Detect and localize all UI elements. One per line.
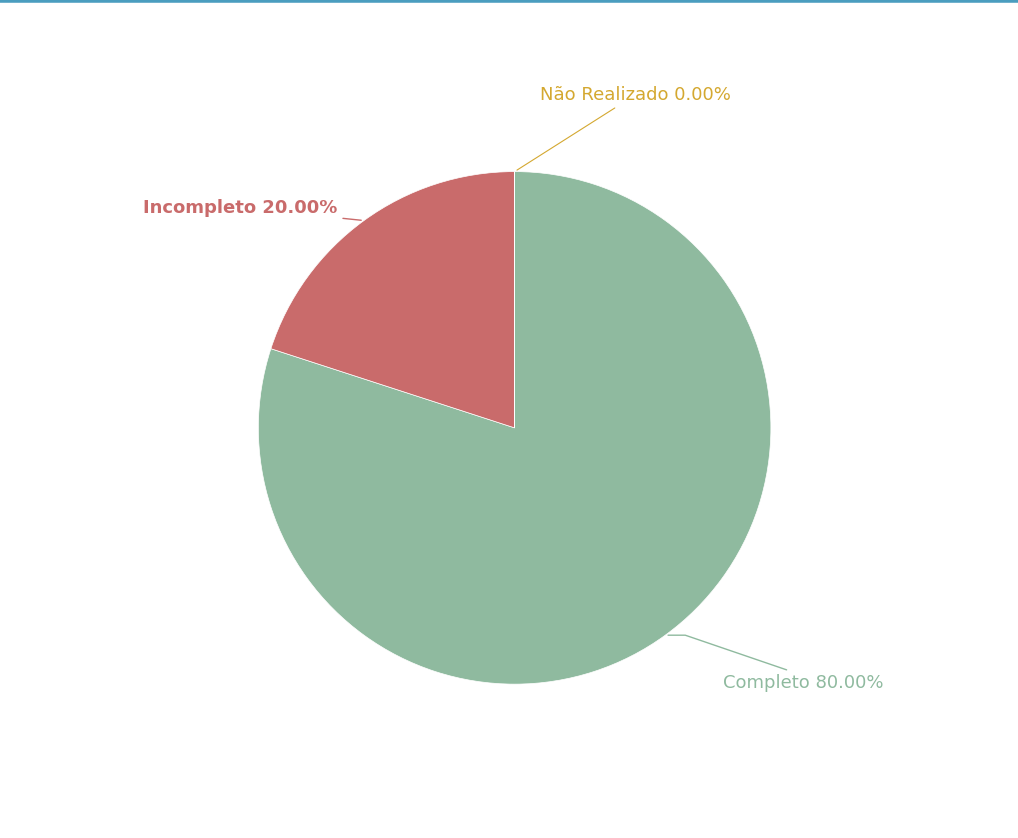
Text: Completo 80.00%: Completo 80.00%: [668, 635, 884, 691]
Text: Incompleto 20.00%: Incompleto 20.00%: [144, 199, 361, 220]
Wedge shape: [259, 172, 771, 684]
Wedge shape: [271, 172, 515, 428]
Text: Não Realizado 0.00%: Não Realizado 0.00%: [517, 85, 731, 170]
